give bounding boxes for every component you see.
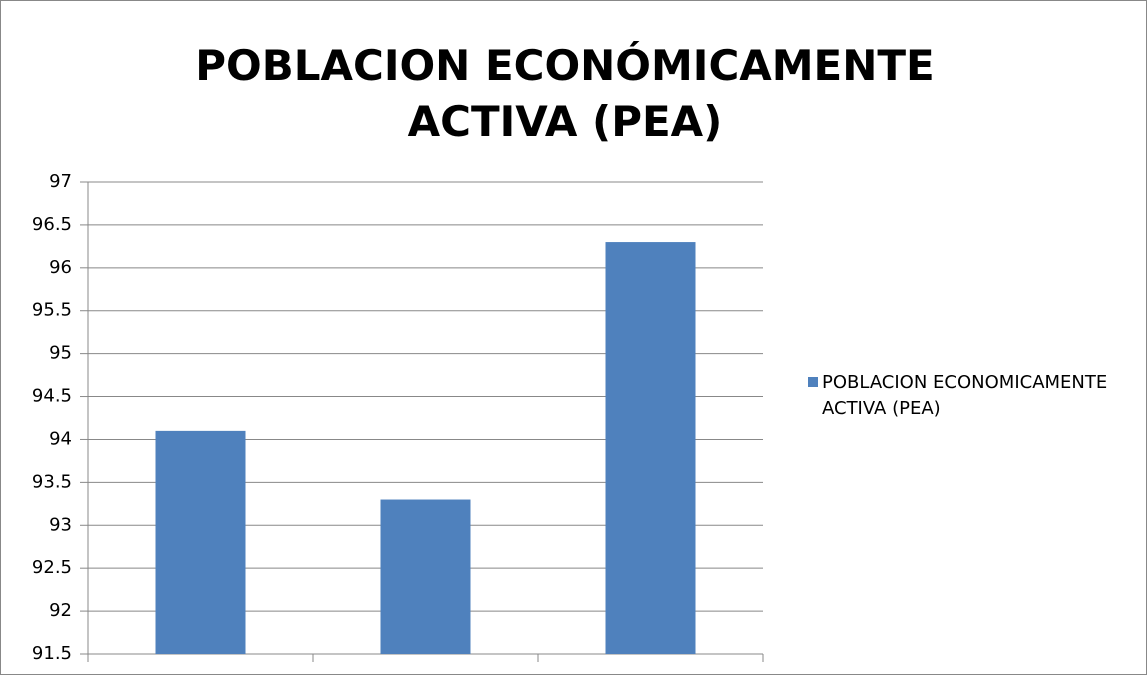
y-tick-label: 92: [49, 600, 72, 621]
y-tick-label: 93.5: [32, 471, 72, 492]
y-tick-label: 94: [49, 428, 72, 449]
x-tick-label: TOTAL 94.1%: [139, 672, 260, 675]
y-tick-label: 97: [49, 171, 72, 192]
chart-title: POBLACION ECONÓMICAMENTE ACTIVA (PEA): [195, 41, 935, 146]
y-tick-label: 92.5: [32, 557, 72, 578]
y-tick-label: 91.5: [32, 643, 72, 664]
y-tick-label: 96.5: [32, 214, 72, 235]
y-tick-label: 93: [49, 514, 72, 535]
y-tick-label: 95.5: [32, 300, 72, 321]
y-tick-label: 96: [49, 257, 72, 278]
x-tick-label: MUJERES 96.3%: [579, 672, 723, 675]
bar: [380, 499, 471, 654]
y-tick-label: 95: [49, 343, 72, 364]
legend-swatch: [808, 377, 818, 387]
legend-label: POBLACION ECONOMICAMENTE ACTIVA (PEA): [822, 372, 1108, 419]
x-tick-label: HOMBRES 93.3%: [349, 672, 503, 675]
y-tick-label: 94.5: [32, 386, 72, 407]
bar: [605, 242, 696, 654]
bar: [155, 430, 246, 654]
